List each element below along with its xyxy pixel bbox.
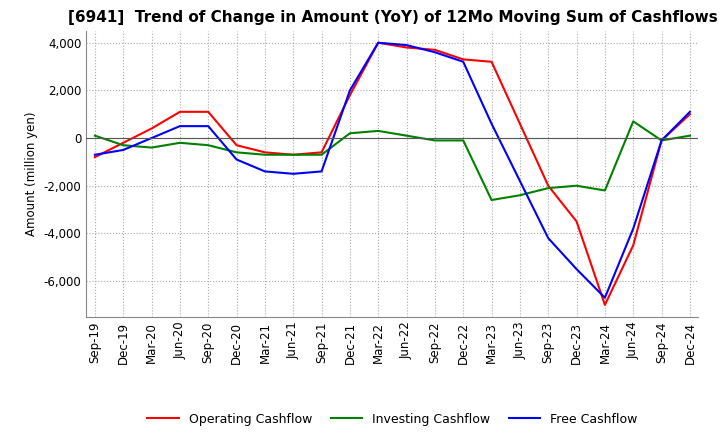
Free Cashflow (176, 124, 184, 129)
Free Cashflow (91, 152, 99, 158)
Investing Cashflow (148, 145, 156, 150)
Operating Cashflow (600, 302, 609, 308)
Investing Cashflow (289, 152, 297, 158)
Title: [6941]  Trend of Change in Amount (YoY) of 12Mo Moving Sum of Cashflows: [6941] Trend of Change in Amount (YoY) o… (68, 11, 717, 26)
Investing Cashflow (629, 119, 637, 124)
Free Cashflow (318, 169, 326, 174)
Investing Cashflow (657, 138, 666, 143)
Y-axis label: Amount (million yen): Amount (million yen) (25, 112, 38, 236)
Operating Cashflow (233, 143, 241, 148)
Investing Cashflow (685, 133, 694, 138)
Investing Cashflow (176, 140, 184, 146)
Free Cashflow (233, 157, 241, 162)
Investing Cashflow (431, 138, 439, 143)
Free Cashflow (204, 124, 212, 129)
Operating Cashflow (204, 109, 212, 114)
Operating Cashflow (318, 150, 326, 155)
Operating Cashflow (91, 154, 99, 160)
Investing Cashflow (572, 183, 581, 188)
Investing Cashflow (600, 188, 609, 193)
Operating Cashflow (402, 45, 411, 50)
Free Cashflow (487, 121, 496, 126)
Operating Cashflow (657, 138, 666, 143)
Investing Cashflow (544, 186, 552, 191)
Operating Cashflow (487, 59, 496, 64)
Line: Operating Cashflow: Operating Cashflow (95, 43, 690, 305)
Free Cashflow (119, 147, 127, 153)
Line: Investing Cashflow: Investing Cashflow (95, 121, 690, 200)
Investing Cashflow (233, 150, 241, 155)
Operating Cashflow (431, 47, 439, 52)
Free Cashflow (346, 88, 354, 93)
Investing Cashflow (261, 152, 269, 158)
Free Cashflow (600, 295, 609, 301)
Investing Cashflow (374, 128, 382, 134)
Free Cashflow (402, 42, 411, 48)
Line: Free Cashflow: Free Cashflow (95, 43, 690, 298)
Investing Cashflow (91, 133, 99, 138)
Operating Cashflow (685, 112, 694, 117)
Free Cashflow (431, 50, 439, 55)
Free Cashflow (516, 178, 524, 183)
Legend: Operating Cashflow, Investing Cashflow, Free Cashflow: Operating Cashflow, Investing Cashflow, … (143, 408, 642, 431)
Investing Cashflow (346, 131, 354, 136)
Operating Cashflow (544, 183, 552, 188)
Operating Cashflow (289, 152, 297, 158)
Investing Cashflow (516, 193, 524, 198)
Operating Cashflow (261, 150, 269, 155)
Operating Cashflow (119, 140, 127, 146)
Operating Cashflow (374, 40, 382, 45)
Investing Cashflow (119, 143, 127, 148)
Operating Cashflow (346, 92, 354, 98)
Investing Cashflow (402, 133, 411, 138)
Operating Cashflow (459, 57, 467, 62)
Free Cashflow (685, 109, 694, 114)
Operating Cashflow (148, 126, 156, 131)
Free Cashflow (629, 226, 637, 231)
Free Cashflow (572, 267, 581, 272)
Operating Cashflow (572, 219, 581, 224)
Operating Cashflow (176, 109, 184, 114)
Operating Cashflow (629, 243, 637, 248)
Investing Cashflow (204, 143, 212, 148)
Operating Cashflow (516, 121, 524, 126)
Free Cashflow (459, 59, 467, 64)
Investing Cashflow (487, 198, 496, 203)
Free Cashflow (261, 169, 269, 174)
Free Cashflow (544, 235, 552, 241)
Free Cashflow (289, 171, 297, 176)
Free Cashflow (374, 40, 382, 45)
Investing Cashflow (318, 152, 326, 158)
Free Cashflow (657, 138, 666, 143)
Free Cashflow (148, 136, 156, 141)
Investing Cashflow (459, 138, 467, 143)
